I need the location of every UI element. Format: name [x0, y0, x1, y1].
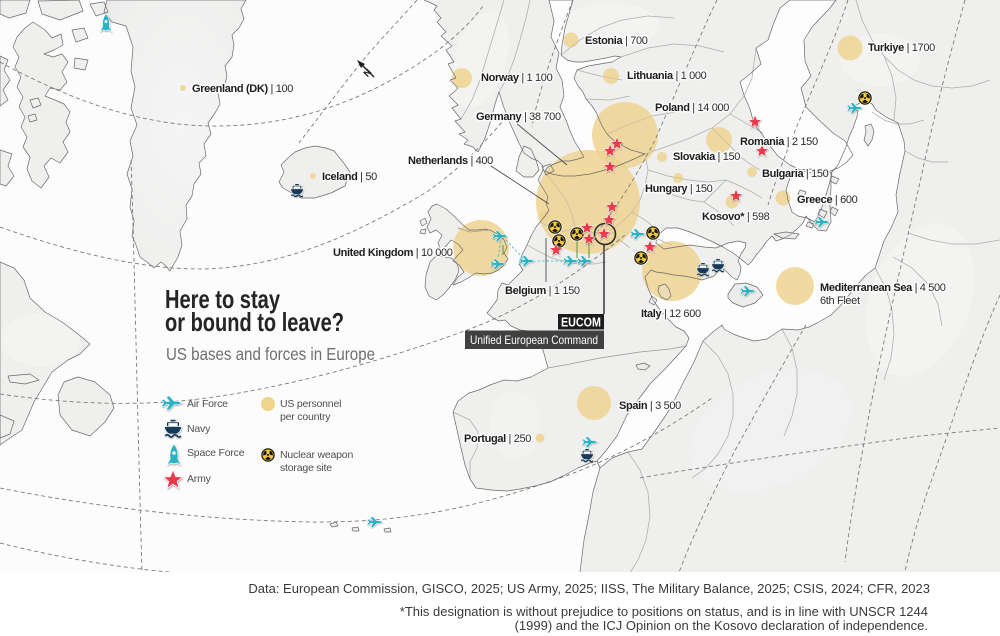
svg-text:Bulgaria | 150: Bulgaria | 150: [762, 168, 829, 180]
svg-text:*This designation is without p: *This designation is without prejudice t…: [400, 604, 928, 619]
svg-text:Poland | 14 000: Poland | 14 000: [655, 102, 729, 114]
svg-text:US bases and forces in Europe: US bases and forces in Europe: [166, 344, 375, 364]
svg-text:Kosovo* | 598: Kosovo* | 598: [702, 211, 770, 223]
svg-text:6th Fleet: 6th Fleet: [820, 295, 860, 307]
svg-text:Spain | 3 500: Spain | 3 500: [619, 400, 681, 412]
svg-text:Slovakia | 150: Slovakia | 150: [673, 151, 740, 163]
svg-text:per country: per country: [280, 411, 331, 423]
svg-text:(1999) and the ICJ Opinion on: (1999) and the ICJ Opinion on the Kosovo…: [515, 618, 928, 633]
svg-text:Estonia | 700: Estonia | 700: [585, 35, 648, 47]
svg-text:Romania | 2 150: Romania | 2 150: [740, 136, 818, 148]
svg-text:Air Force: Air Force: [187, 398, 228, 410]
svg-text:Hungary | 150: Hungary | 150: [645, 183, 713, 195]
svg-text:Netherlands | 400: Netherlands | 400: [408, 155, 493, 167]
svg-text:Navy: Navy: [187, 423, 211, 435]
svg-text:Turkiye | 1700: Turkiye | 1700: [868, 42, 935, 54]
svg-text:Iceland | 50: Iceland | 50: [322, 171, 377, 183]
svg-text:Portugal | 250: Portugal | 250: [464, 433, 531, 445]
svg-text:Germany | 38 700: Germany | 38 700: [476, 111, 561, 123]
svg-text:or bound to leave?: or bound to leave?: [165, 307, 344, 337]
svg-text:Unified European Command: Unified European Command: [470, 333, 598, 347]
svg-text:Space Force: Space Force: [187, 447, 245, 459]
svg-text:Greece | 600: Greece | 600: [797, 194, 858, 206]
svg-text:Norway | 1 100: Norway | 1 100: [481, 72, 553, 84]
svg-text:United Kingdom | 10 000: United Kingdom | 10 000: [333, 247, 453, 259]
svg-text:EUCOM: EUCOM: [561, 316, 601, 330]
svg-text:Army: Army: [187, 473, 212, 485]
svg-text:US personnel: US personnel: [280, 398, 341, 410]
svg-text:Italy | 12 600: Italy | 12 600: [641, 308, 701, 320]
svg-text:Lithuania | 1 000: Lithuania | 1 000: [627, 70, 707, 82]
svg-text:Here to stay: Here to stay: [165, 284, 280, 314]
svg-text:Nuclear weapon: Nuclear weapon: [280, 449, 353, 461]
svg-text:Mediterranean Sea | 4 500: Mediterranean Sea | 4 500: [820, 282, 946, 294]
svg-text:Belgium | 1 150: Belgium | 1 150: [505, 285, 580, 297]
svg-text:Data: European Commission, GIS: Data: European Commission, GISCO, 2025; …: [248, 581, 930, 596]
svg-text:Greenland (DK) | 100: Greenland (DK) | 100: [192, 83, 293, 95]
svg-text:storage site: storage site: [280, 462, 332, 474]
